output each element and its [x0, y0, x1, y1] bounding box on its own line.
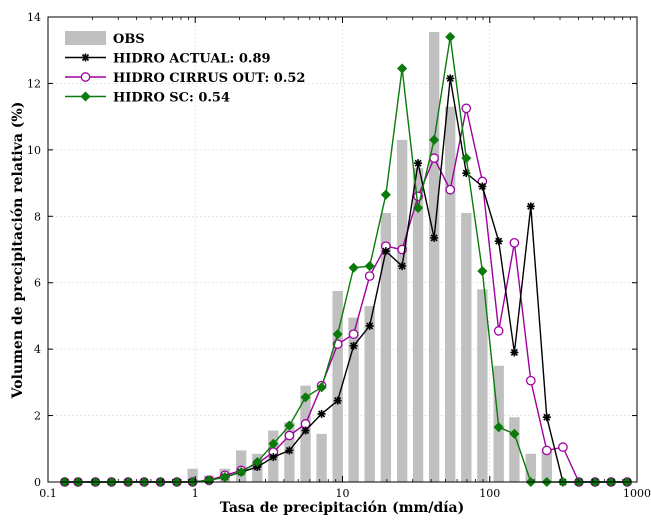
point-circle-marker	[284, 430, 295, 441]
point-diamond-marker	[428, 134, 440, 146]
obs-bar	[541, 448, 552, 482]
legend-label: HIDRO CIRRUS OUT: 0.52	[113, 71, 305, 86]
obs-bar	[187, 468, 198, 482]
obs-bar	[477, 289, 488, 482]
y-axis-label: Volumen de precipitación relativa (%)	[10, 102, 26, 400]
legend-entry: HIDRO ACTUAL: 0.89	[65, 52, 271, 67]
point-star-marker	[398, 262, 407, 271]
legend-entry: HIDRO CIRRUS OUT: 0.52	[65, 71, 305, 86]
point-star-marker	[381, 247, 390, 256]
point-star-marker	[526, 202, 535, 211]
point-diamond-marker	[477, 265, 488, 277]
obs-bar	[509, 417, 520, 482]
point-star-marker	[430, 233, 439, 242]
point-diamond-marker	[268, 438, 279, 449]
y-tick-label: 2	[34, 410, 41, 423]
y-tick-label: 6	[34, 277, 41, 290]
point-diamond-marker	[203, 475, 215, 486]
point-diamond-marker	[332, 329, 343, 340]
y-tick-label: 12	[27, 77, 41, 90]
point-diamond-marker	[348, 262, 359, 273]
point-circle-marker	[541, 445, 552, 456]
legend-entry: HIDRO SC: 0.54	[65, 91, 230, 106]
point-star-marker	[301, 426, 310, 435]
obs-bar	[380, 212, 392, 482]
point-diamond-marker	[300, 392, 311, 403]
point-star-marker	[365, 321, 374, 330]
point-diamond-marker	[252, 456, 263, 468]
x-tick-label: 0.1	[39, 487, 57, 500]
point-star-marker	[349, 341, 358, 350]
obs-bar	[428, 31, 440, 482]
obs-bar	[445, 106, 456, 482]
obs-bar	[412, 168, 424, 482]
x-tick-label: 1	[192, 487, 199, 500]
point-diamond-marker	[80, 91, 91, 102]
point-diamond-marker	[284, 420, 295, 431]
point-star-marker	[478, 182, 487, 191]
point-diamond-marker	[396, 63, 408, 74]
point-star-marker	[333, 396, 342, 405]
point-star-marker	[269, 453, 278, 462]
obs-bar	[461, 212, 472, 482]
legend-label: OBS	[113, 32, 145, 47]
point-star-marker	[81, 53, 90, 62]
point-star-marker	[414, 159, 423, 168]
point-circle-marker	[364, 271, 375, 281]
point-circle-marker	[525, 375, 536, 386]
point-diamond-marker	[316, 382, 327, 393]
y-tick-label: 8	[34, 210, 41, 223]
x-axis-label: Tasa de precipitación (mm/día)	[220, 500, 465, 516]
point-circle-marker	[493, 326, 504, 336]
point-diamond-marker	[445, 31, 456, 43]
point-diamond-marker	[236, 466, 247, 478]
point-circle-marker	[558, 442, 568, 452]
x-tick-label: 1000	[623, 487, 651, 500]
point-circle-marker	[461, 103, 472, 114]
point-star-marker	[446, 74, 455, 83]
point-diamond-marker	[380, 189, 392, 200]
point-star-marker	[494, 237, 503, 246]
obs-bar	[396, 139, 408, 482]
point-star-marker	[462, 169, 471, 178]
point-star-marker	[285, 446, 294, 455]
axis-ticks: 0 2 4 6 8 10 12 14 0.1 1 10 100 1000	[27, 11, 651, 500]
legend: OBS HIDRO ACTUAL: 0.89 HIDRO CIRRUS OUT: 0…	[65, 31, 305, 106]
legend-swatch-obs	[65, 31, 106, 45]
point-diamond-marker	[509, 428, 520, 439]
y-tick-label: 10	[27, 144, 41, 157]
obs-bar	[525, 453, 536, 482]
legend-entry: OBS	[65, 31, 145, 47]
point-diamond-marker	[364, 260, 375, 272]
point-diamond-marker	[412, 202, 424, 214]
point-circle-marker	[348, 329, 359, 340]
point-star-marker	[510, 348, 519, 357]
x-tick-label: 100	[479, 487, 500, 500]
point-circle-marker	[445, 184, 456, 195]
point-diamond-marker	[493, 422, 504, 433]
y-tick-label: 0	[34, 476, 41, 489]
y-tick-label: 14	[27, 11, 41, 24]
point-star-marker	[542, 413, 551, 422]
point-diamond-marker	[461, 153, 472, 164]
legend-label: HIDRO ACTUAL: 0.89	[113, 52, 271, 67]
point-star-marker	[317, 409, 326, 418]
y-tick-label: 4	[34, 343, 41, 356]
legend-label: HIDRO SC: 0.54	[113, 91, 230, 106]
x-tick-label: 10	[336, 487, 350, 500]
obs-bar	[348, 317, 359, 482]
obs-bar	[316, 433, 327, 482]
obs-bar	[332, 291, 343, 482]
point-circle-marker	[80, 72, 91, 82]
obs-bar	[364, 305, 375, 482]
point-circle-marker	[509, 238, 520, 248]
